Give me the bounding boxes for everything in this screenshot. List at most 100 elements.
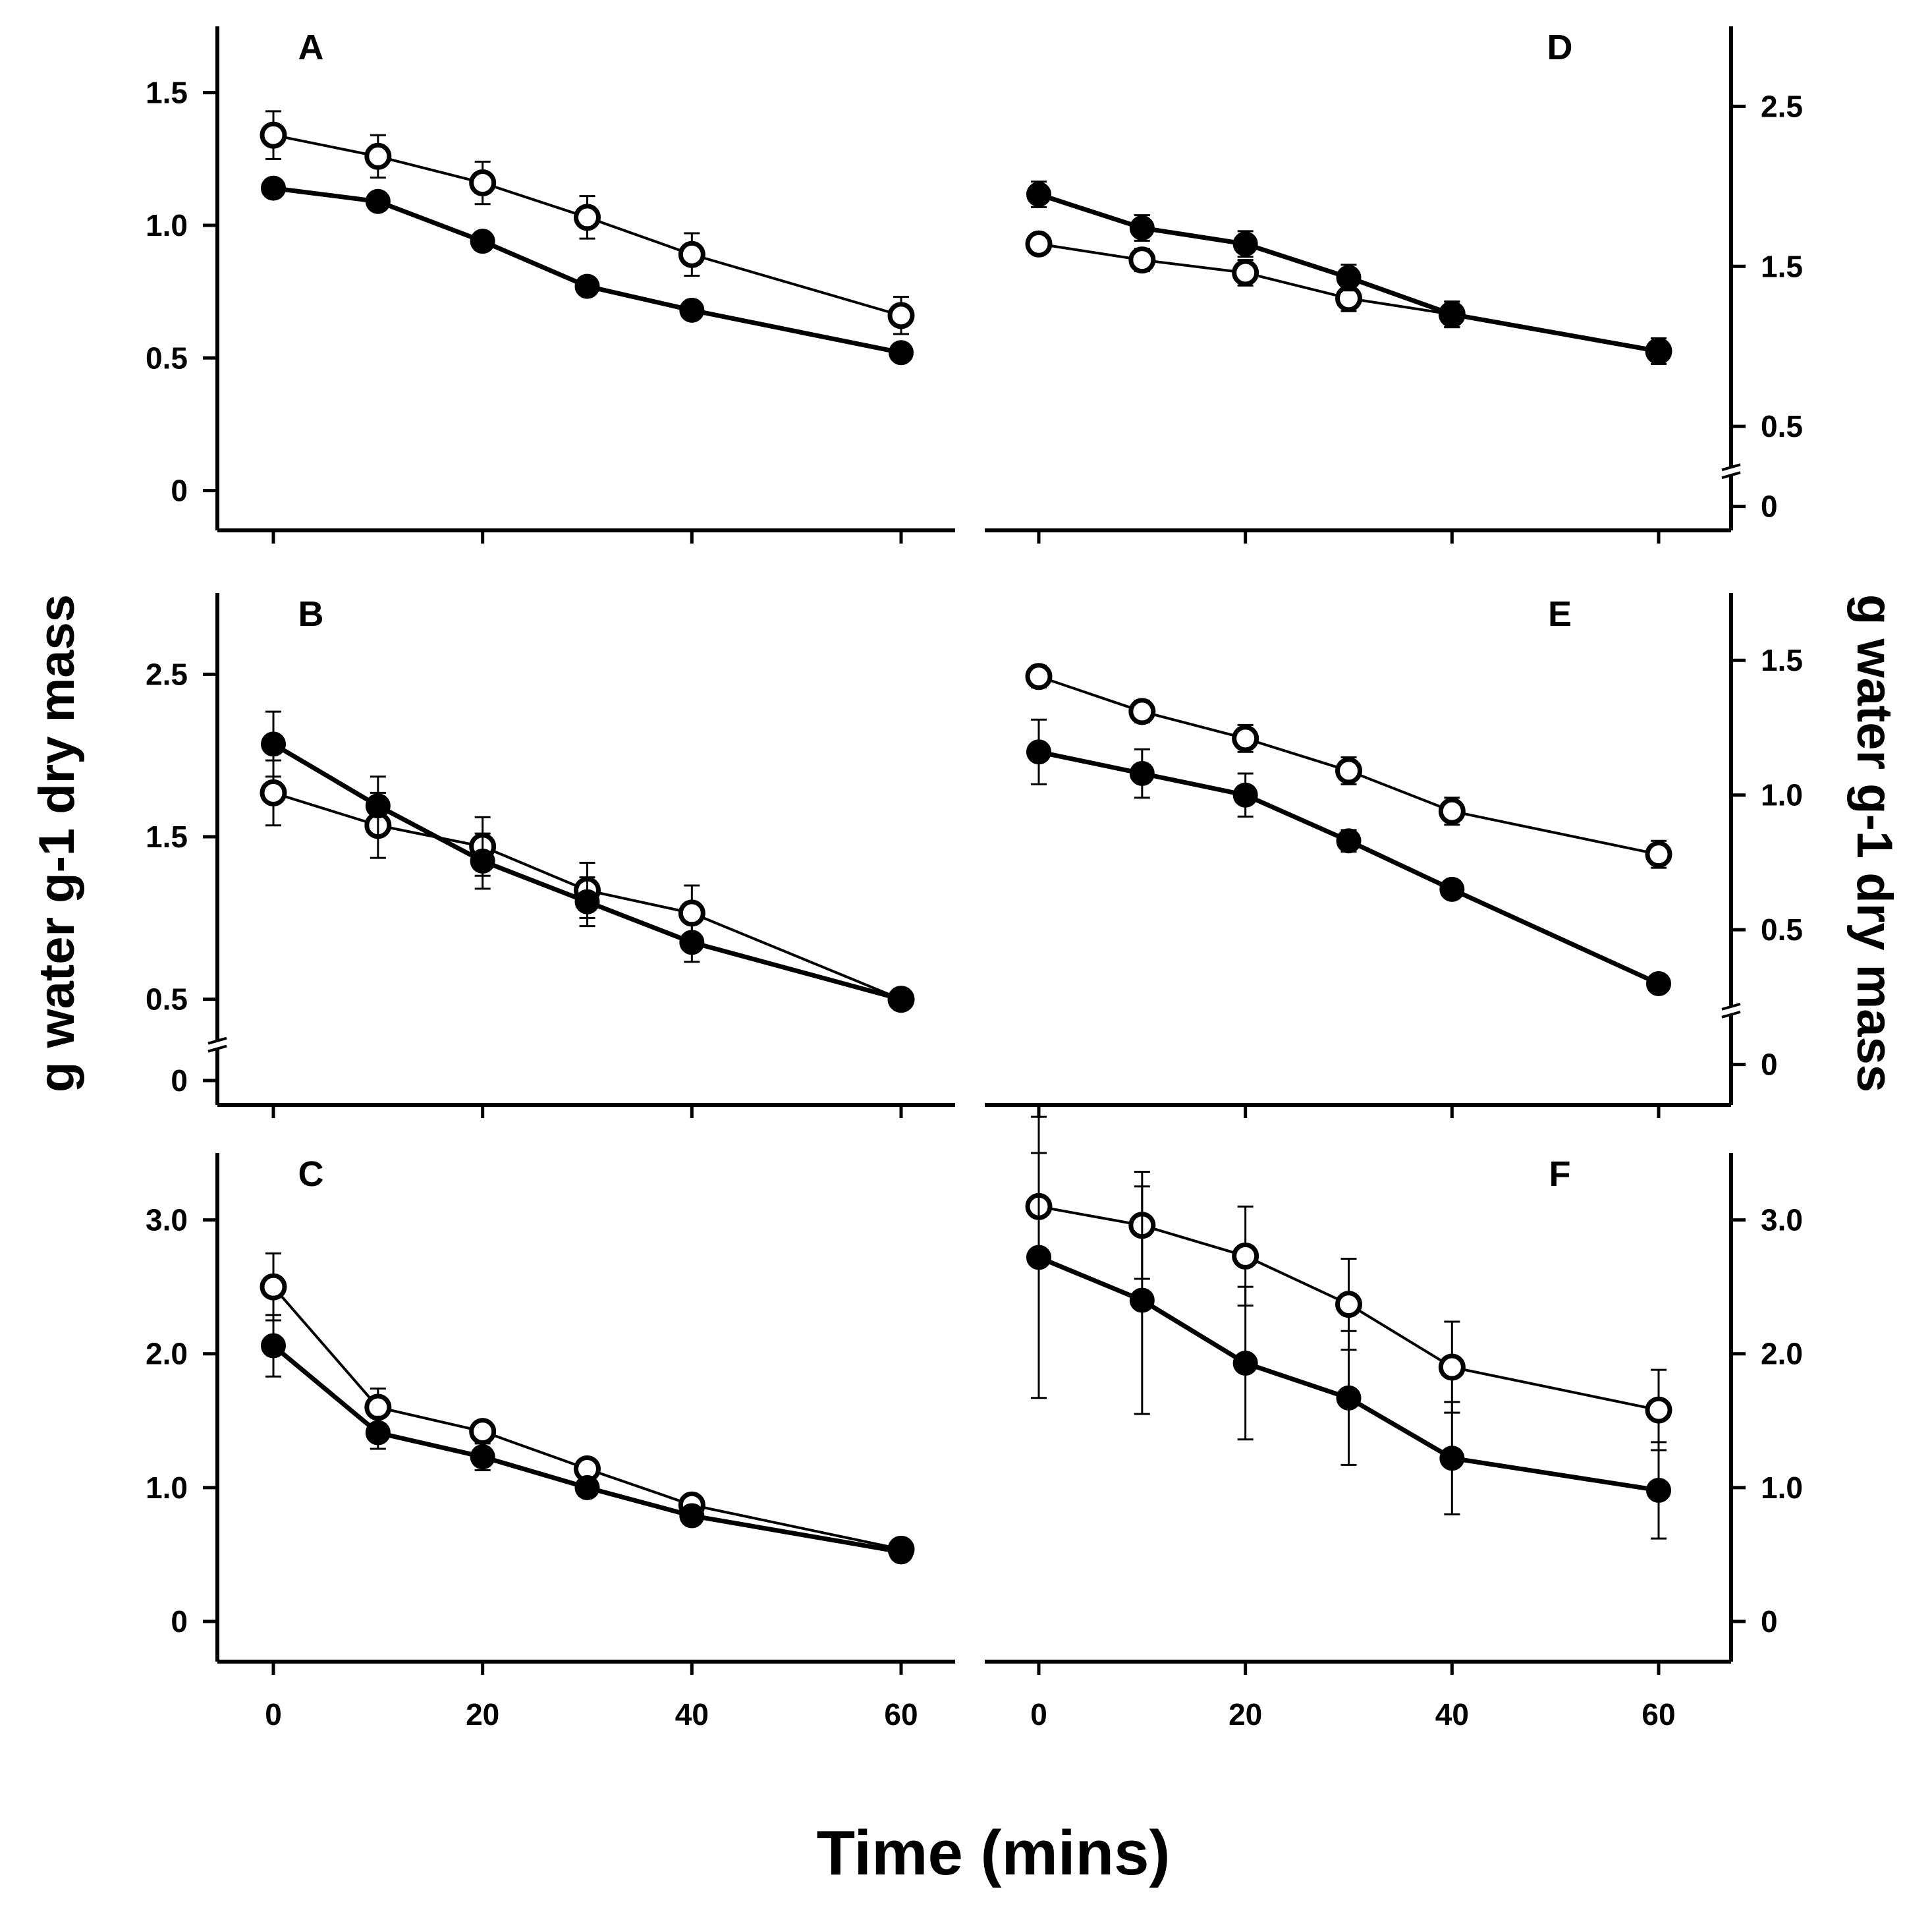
y-tick-label: 2.5 xyxy=(146,657,188,691)
data-point-filled xyxy=(261,175,286,201)
data-point-filled xyxy=(889,340,914,366)
data-point-open xyxy=(1232,1242,1259,1270)
data-point-open xyxy=(1025,663,1053,690)
data-point-open xyxy=(1025,230,1053,258)
data-point-filled xyxy=(1336,265,1362,291)
y-axis-label-left: g water g-1 dry mass xyxy=(29,594,85,1092)
data-point-filled xyxy=(574,889,600,914)
panel-c: 0 1.0 2.0 3.0 C xyxy=(146,1153,955,1675)
y-tick-label: 2.0 xyxy=(146,1337,188,1371)
x-tick-label: 60 xyxy=(1642,1697,1675,1731)
x-tick-label: 60 xyxy=(884,1697,918,1731)
y-tick-label: 0.5 xyxy=(146,982,188,1017)
panel-label: C xyxy=(298,1154,324,1194)
data-point-filled xyxy=(1646,970,1671,996)
data-point-open xyxy=(887,302,915,329)
data-point-filled xyxy=(1646,1477,1671,1503)
y-tick-label: 2.5 xyxy=(1761,89,1803,123)
x-tick-label: 20 xyxy=(466,1697,499,1731)
data-point-filled xyxy=(261,1333,286,1359)
panel-label: A xyxy=(298,28,324,67)
data-point-filled xyxy=(1129,1287,1155,1313)
data-point-filled xyxy=(365,793,391,819)
x-axis-label: Time (mins) xyxy=(817,1818,1171,1888)
y-tick-label: 1.0 xyxy=(1761,778,1803,812)
y-tick-label: 0 xyxy=(1761,490,1778,524)
axis-break-mark xyxy=(1721,463,1741,472)
x-tick-label: 40 xyxy=(1435,1697,1469,1731)
data-point-open xyxy=(1128,246,1156,274)
series-line-open xyxy=(273,134,902,317)
series-open xyxy=(1025,663,1672,869)
series-line-open xyxy=(272,1285,902,1551)
y-tick-label: 0 xyxy=(1761,1604,1778,1639)
data-point-filled xyxy=(1336,828,1362,854)
panel-b: 0 0.5 1.5 2.5 B xyxy=(146,593,955,1118)
y-tick-label: 1.0 xyxy=(146,1471,188,1505)
data-point-open xyxy=(469,169,497,197)
data-point-filled xyxy=(365,1420,391,1446)
series-open xyxy=(260,1252,915,1563)
series-line-filled xyxy=(273,186,902,355)
data-point-filled xyxy=(1129,215,1155,240)
series-filled xyxy=(261,710,914,1012)
data-point-filled xyxy=(574,273,600,299)
data-point-filled xyxy=(470,229,495,254)
data-point-open xyxy=(260,779,287,806)
data-point-open xyxy=(364,142,392,170)
series-filled xyxy=(1026,181,1671,365)
panel-a: 0 0.5 1.0 1.5 A xyxy=(146,26,955,544)
y-tick-label: 0.5 xyxy=(1761,409,1803,443)
y-tick-label: 1.5 xyxy=(1761,249,1803,283)
axis-break-mark xyxy=(1721,471,1741,480)
series-line-filled xyxy=(1037,192,1659,354)
data-point-filled xyxy=(261,731,286,757)
data-point-open xyxy=(1645,1396,1672,1424)
y-tick-label: 1.5 xyxy=(146,820,188,854)
data-point-filled xyxy=(679,1503,705,1529)
series-open xyxy=(260,110,915,335)
panels-group: 0 0.5 1.0 1.5 A 0 0.5 1.5 2.5 B 0 1.0 2.0 3.0 C 0 0.5 1.5… xyxy=(146,26,1803,1731)
panel-f: 0 1.0 2.0 3.0 F xyxy=(985,1115,1803,1675)
y-tick-label: 1.5 xyxy=(1761,643,1803,677)
x-tick-label: 40 xyxy=(675,1697,709,1731)
axis-break-mark xyxy=(1721,1002,1741,1011)
data-point-filled xyxy=(889,1539,914,1565)
data-point-open xyxy=(1232,725,1259,752)
y-tick-label: 0 xyxy=(171,1063,188,1098)
series-line-open xyxy=(1038,1205,1659,1412)
data-point-open xyxy=(1438,797,1466,825)
data-point-open xyxy=(1335,757,1362,785)
y-tick-label: 1.5 xyxy=(146,76,188,110)
panel-label: B xyxy=(298,594,324,634)
data-point-filled xyxy=(1129,760,1155,786)
data-point-open xyxy=(469,1418,497,1446)
panel-label: D xyxy=(1547,28,1573,67)
data-point-filled xyxy=(1232,782,1258,808)
y-tick-label: 2.0 xyxy=(1761,1337,1803,1371)
data-point-open xyxy=(678,899,705,927)
series-open xyxy=(260,759,915,1013)
series-line-filled xyxy=(271,1343,902,1554)
data-point-filled xyxy=(365,188,391,214)
data-point-filled xyxy=(1646,339,1671,364)
data-point-filled xyxy=(889,986,914,1012)
x-tick-label: 0 xyxy=(265,1697,282,1731)
data-point-filled xyxy=(1439,302,1465,327)
y-tick-label: 3.0 xyxy=(1761,1203,1803,1237)
data-point-filled xyxy=(679,297,705,323)
y-tick-label: 0 xyxy=(171,474,188,508)
data-point-filled xyxy=(1232,231,1258,257)
x-tick-label: 20 xyxy=(1228,1697,1262,1731)
data-point-open xyxy=(260,1273,287,1301)
y-tick-label: 0 xyxy=(171,1604,188,1639)
y-tick-label: 0 xyxy=(1761,1048,1778,1082)
series-line-filled xyxy=(1038,749,1660,986)
y-tick-label: 1.0 xyxy=(1761,1471,1803,1505)
series-line-open xyxy=(273,791,902,1001)
data-point-filled xyxy=(1439,1446,1465,1471)
data-point-filled xyxy=(1232,1350,1258,1376)
data-point-open xyxy=(260,121,287,149)
series-open xyxy=(1025,230,1672,365)
